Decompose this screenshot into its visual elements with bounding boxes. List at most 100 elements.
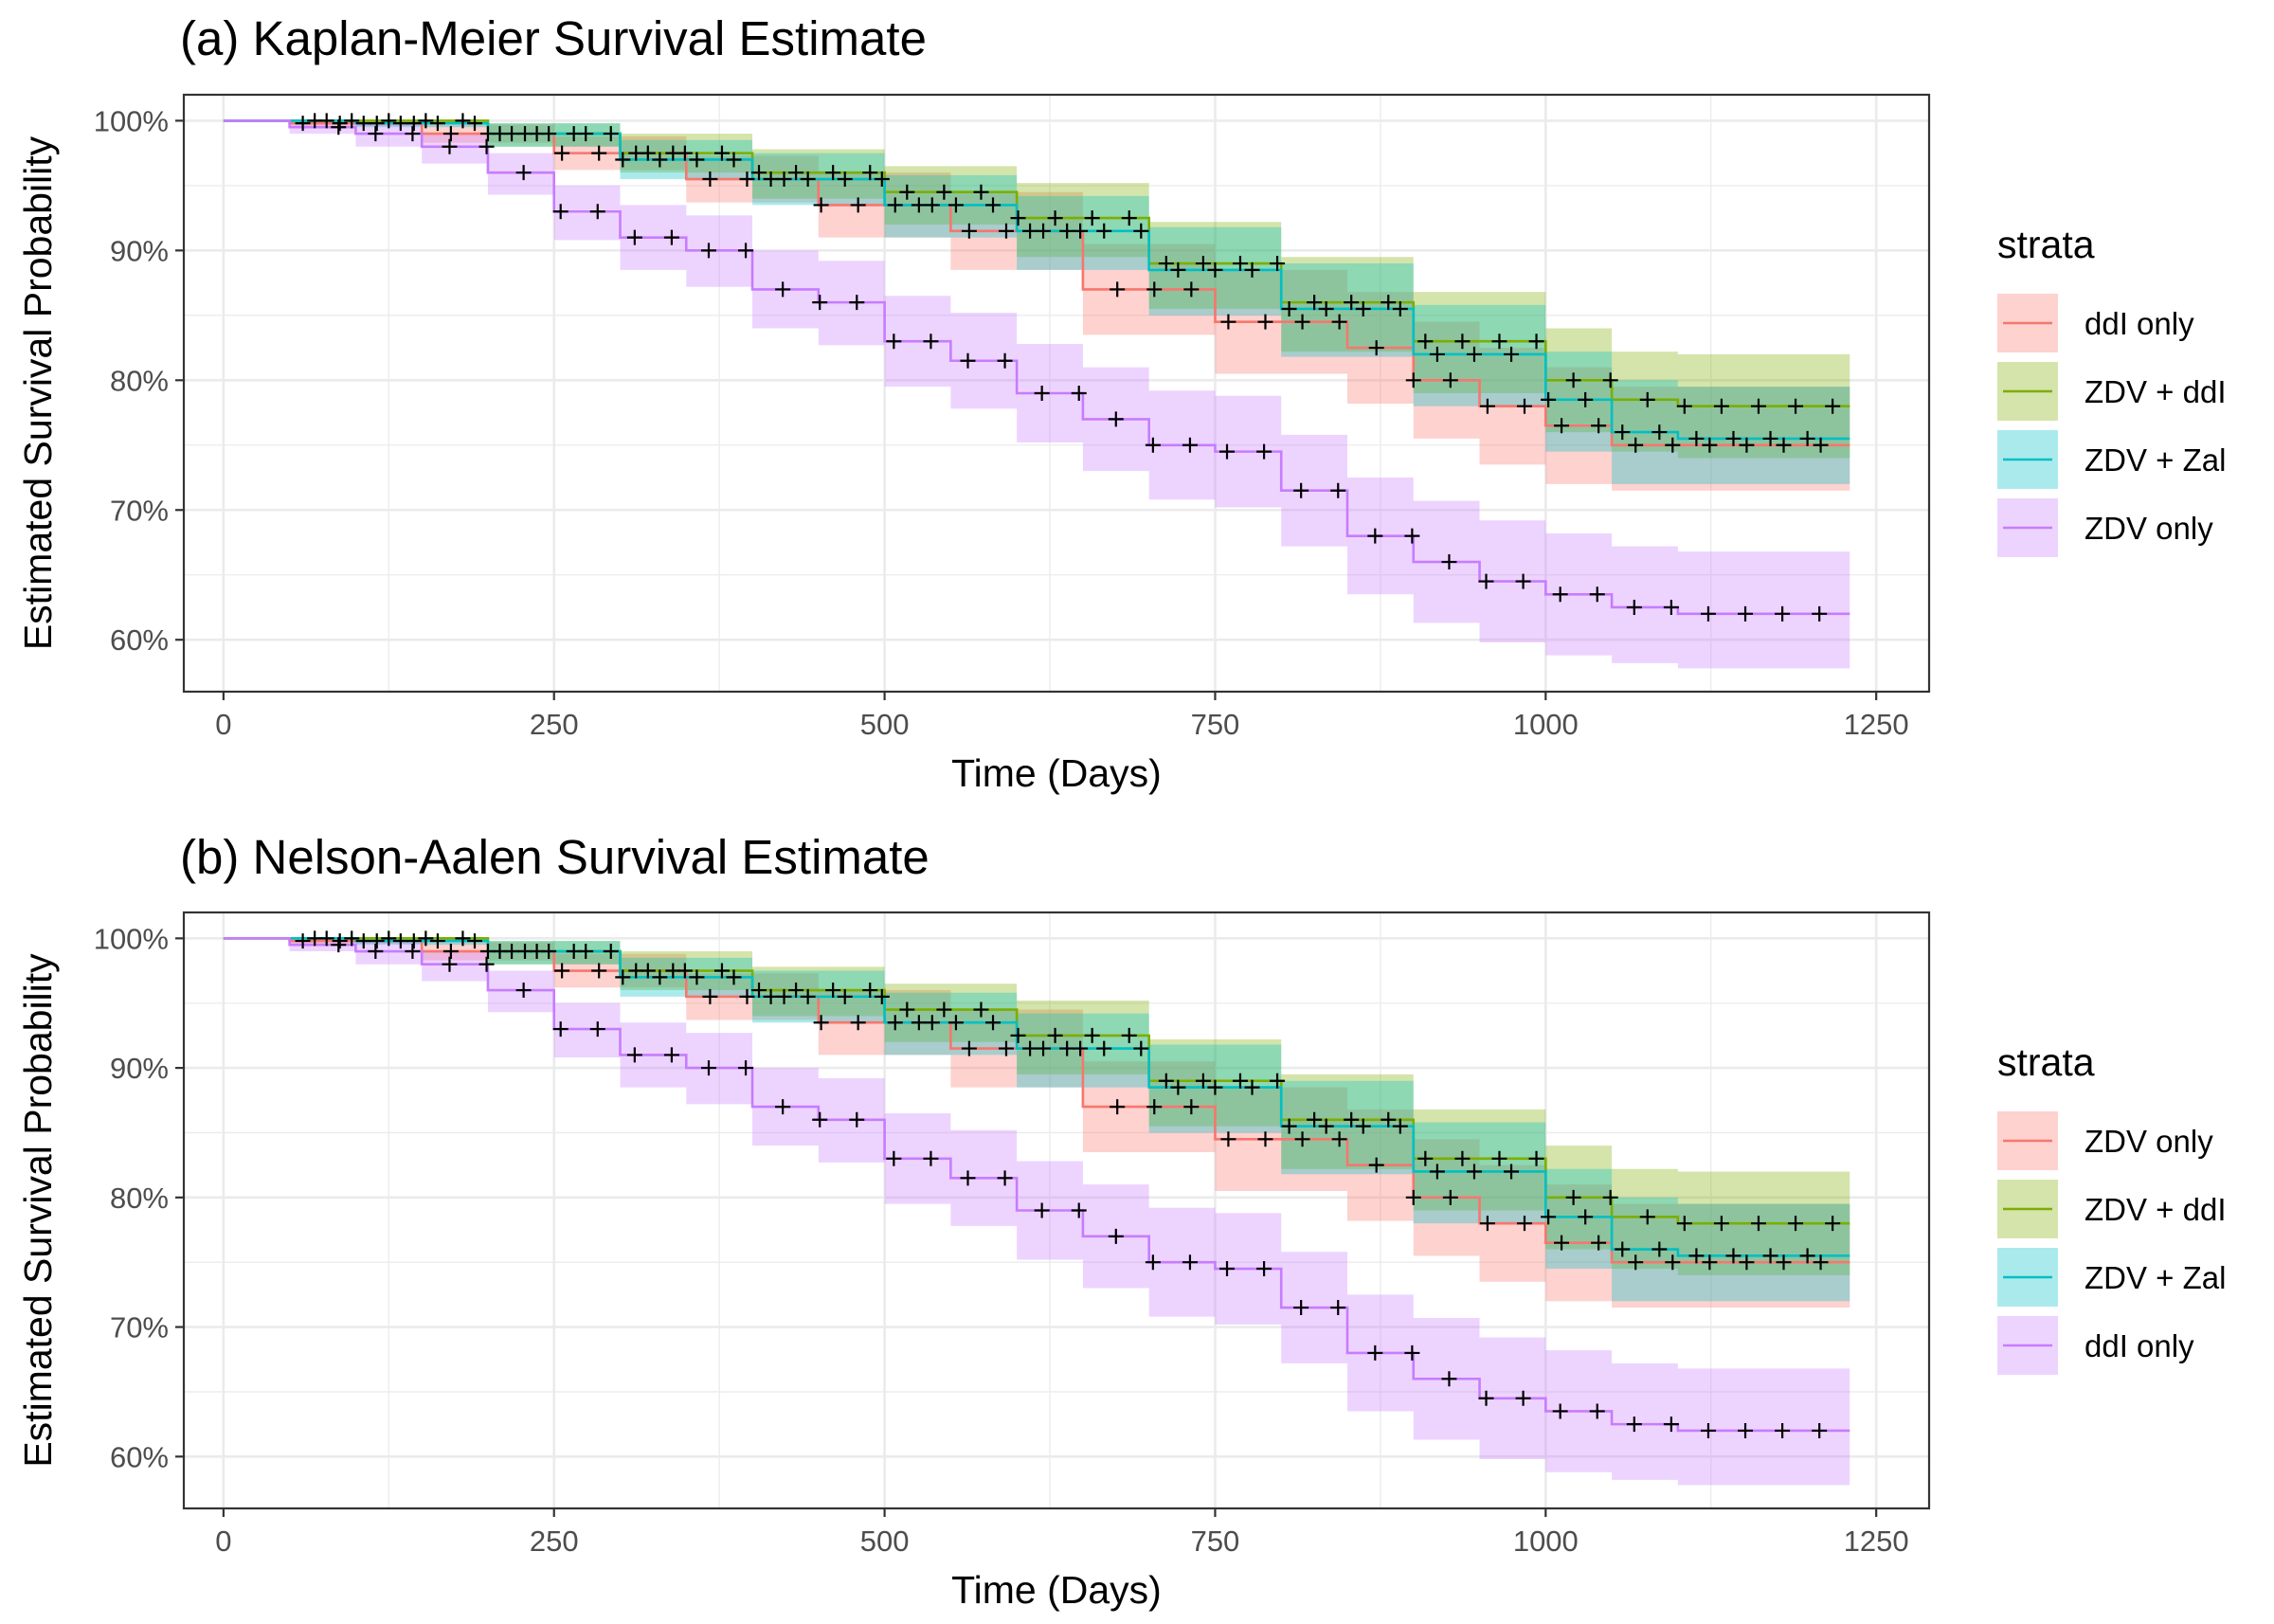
censor-mark <box>1257 314 1273 330</box>
censor-mark <box>1073 1040 1089 1056</box>
censor-mark <box>1799 430 1815 446</box>
censor-mark <box>1516 398 1532 414</box>
censor-mark <box>1010 1027 1026 1043</box>
censor-mark <box>1565 372 1581 388</box>
censor-mark <box>1036 1040 1052 1056</box>
censor-mark <box>515 983 532 999</box>
censor-mark <box>1429 346 1445 362</box>
censor-mark <box>355 933 371 949</box>
x-tick-label: 750 <box>1191 1525 1240 1558</box>
censor-mark <box>1591 1235 1607 1251</box>
panel-border <box>182 93 1931 694</box>
censor-mark <box>406 116 422 132</box>
censor-mark <box>591 963 607 979</box>
censor-mark <box>1628 1254 1644 1271</box>
censor-mark <box>429 116 445 132</box>
censor-mark <box>1170 1079 1186 1095</box>
censor-mark <box>355 116 371 132</box>
censor-mark <box>1788 398 1804 414</box>
censor-mark <box>887 1015 903 1031</box>
panel-border <box>182 911 1931 1510</box>
censor-mark <box>1479 398 1495 414</box>
censor-mark <box>1022 1040 1038 1056</box>
x-tick-label: 1250 <box>1844 1525 1909 1558</box>
survival-curve-4 <box>223 937 1850 1433</box>
legend-label: ZDV + Zal <box>2084 1260 2226 1295</box>
legend: strata ddI only ZDV + ddI ZDV + Zal ZDV only <box>1997 223 2226 557</box>
x-tick-label: 250 <box>530 708 579 741</box>
legend-item-4: ddI only <box>1997 1316 2194 1375</box>
censor-mark <box>850 197 866 213</box>
censor-mark <box>1663 1416 1679 1433</box>
censor-mark <box>1799 1248 1815 1264</box>
censor-mark <box>924 1015 940 1031</box>
censor-mark <box>1207 1079 1223 1095</box>
censor-mark <box>578 126 594 142</box>
axes: 0 250 500 750 1000 1250 60% 70% 80% 90% 100% Time (… <box>16 922 1909 1612</box>
censor-mark <box>1626 1416 1642 1433</box>
censor-mark <box>1404 1344 1420 1361</box>
censor-mark <box>1750 1216 1766 1232</box>
censor-mark <box>1182 437 1198 453</box>
censor-mark <box>1602 372 1618 388</box>
y-tick-label: 90% <box>110 1052 169 1085</box>
censor-mark <box>552 1021 568 1038</box>
legend-item-2: ZDV + ddI <box>1997 362 2226 421</box>
censor-mark <box>418 113 434 129</box>
censor-mark <box>713 145 730 161</box>
censor-mark <box>751 165 767 181</box>
censor-mark <box>1813 1254 1829 1271</box>
gridlines <box>184 95 1929 692</box>
censor-mark <box>936 184 952 200</box>
y-tick-label: 90% <box>110 234 169 267</box>
censor-mark <box>1504 346 1520 362</box>
censor-mark <box>1775 605 1791 622</box>
censor-mark <box>1293 1300 1309 1316</box>
censor-mark <box>700 243 716 259</box>
censor-mark <box>1491 334 1507 350</box>
censor-mark <box>1270 256 1286 272</box>
censor-mark <box>663 1047 679 1063</box>
censor-mark <box>800 171 816 188</box>
legend-title: strata <box>1997 223 2095 266</box>
legend-label: ZDV only <box>2084 1124 2213 1159</box>
censor-mark <box>924 197 940 213</box>
censor-mark <box>1454 334 1471 350</box>
censor-mark <box>1071 386 1087 401</box>
censor-mark <box>776 988 792 1004</box>
censor-mark <box>812 1111 828 1128</box>
censor-marks <box>295 930 1841 1438</box>
censor-mark <box>1257 1131 1273 1147</box>
censor-mark <box>1367 1344 1383 1361</box>
censor-mark <box>405 944 421 960</box>
censor-mark <box>1071 1202 1087 1218</box>
censor-mark <box>1096 223 1112 239</box>
censor-mark <box>825 165 841 181</box>
censor-mark <box>960 1170 976 1186</box>
censor-mark <box>1256 443 1272 460</box>
y-tick-label: 80% <box>110 364 169 397</box>
censor-mark <box>1073 223 1089 239</box>
censor-mark <box>467 116 482 132</box>
y-tick-label: 70% <box>110 1311 169 1344</box>
censor-mark <box>850 1015 866 1031</box>
censor-mark <box>813 197 829 213</box>
censor-mark <box>1145 437 1161 453</box>
censor-mark <box>1270 1073 1286 1089</box>
censor-mark <box>961 223 977 239</box>
censor-mark <box>1775 1422 1791 1438</box>
censor-mark <box>1034 386 1050 401</box>
censor-mark <box>985 197 1002 213</box>
censor-mark <box>1615 1241 1631 1257</box>
censor-mark <box>1281 300 1297 316</box>
censor-mark <box>1084 1027 1100 1043</box>
censor-mark <box>689 969 705 985</box>
censor-mark <box>862 983 878 999</box>
censor-mark <box>1244 1079 1260 1095</box>
censor-mark <box>1813 437 1829 453</box>
censor-mark <box>406 933 422 949</box>
y-tick-label: 70% <box>110 494 169 527</box>
censor-mark <box>442 126 459 142</box>
censor-mark <box>331 937 347 953</box>
